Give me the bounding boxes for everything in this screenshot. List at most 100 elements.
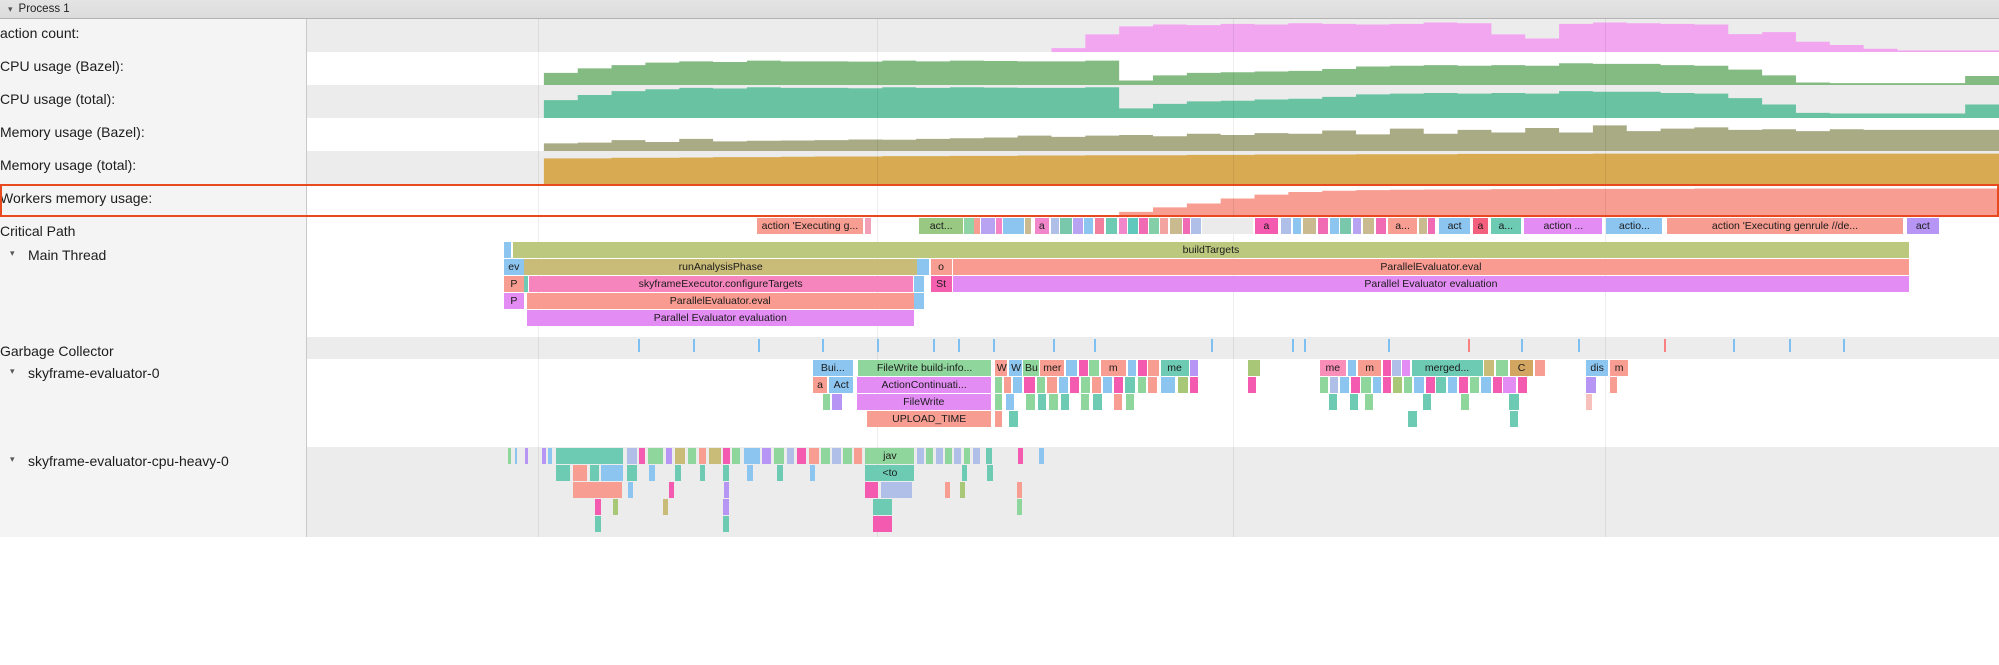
- flame-bar[interactable]: [1351, 377, 1360, 393]
- flame-bar[interactable]: [1012, 377, 1022, 393]
- flame-bar[interactable]: [743, 448, 760, 464]
- flame-bar[interactable]: [1050, 218, 1060, 234]
- flame-bar[interactable]: [1148, 360, 1159, 376]
- flame-bar[interactable]: [572, 465, 587, 481]
- flame-bar[interactable]: [1037, 394, 1047, 410]
- flame-bar[interactable]: [1065, 360, 1078, 376]
- flame-bar[interactable]: [995, 218, 1003, 234]
- flame-bar[interactable]: [1339, 377, 1350, 393]
- flame-bar[interactable]: [986, 448, 993, 464]
- gc-event-tick[interactable]: [1789, 339, 1792, 352]
- process-header[interactable]: ▾ Process 1: [0, 0, 1999, 19]
- flame-bar[interactable]: [1137, 360, 1148, 376]
- gc-event-tick[interactable]: [1467, 339, 1470, 352]
- flame-bar[interactable]: [542, 448, 546, 464]
- track-label-critical-path[interactable]: Critical Path: [0, 217, 307, 241]
- flame-bar[interactable]: [723, 465, 730, 481]
- flame-bar[interactable]: [1495, 360, 1509, 376]
- flame-bar[interactable]: [865, 482, 879, 498]
- track-label-cpu-usage-bazel[interactable]: CPU usage (Bazel):: [0, 52, 307, 85]
- flame-bar[interactable]: [1481, 377, 1492, 393]
- flame-bar[interactable]: [1329, 218, 1339, 234]
- flame-bar[interactable]: [647, 448, 664, 464]
- flame-bar[interactable]: [1127, 218, 1138, 234]
- flame-bar[interactable]: [960, 482, 966, 498]
- flame-bar[interactable]: UPLOAD_TIME: [867, 411, 992, 427]
- gc-event-tick[interactable]: [692, 339, 695, 352]
- flame-bar[interactable]: [1059, 218, 1073, 234]
- flame-bar[interactable]: [723, 499, 729, 515]
- flame-bar[interactable]: a: [1034, 218, 1049, 234]
- flame-bar[interactable]: [1586, 394, 1593, 410]
- flame-bar[interactable]: [723, 516, 729, 532]
- track-label-cpu-usage-total[interactable]: CPU usage (total):: [0, 85, 307, 118]
- flame-bar[interactable]: [1350, 394, 1359, 410]
- flame-bar[interactable]: skyframeExecutor.configureTargets: [528, 276, 913, 292]
- track-label-memory-usage-total[interactable]: Memory usage (total):: [0, 151, 307, 184]
- flame-bar[interactable]: a: [1254, 218, 1279, 234]
- flame-bar[interactable]: Bui...: [812, 360, 853, 376]
- flame-bar[interactable]: [987, 465, 993, 481]
- track-label-memory-usage-bazel[interactable]: Memory usage (Bazel):: [0, 118, 307, 151]
- flame-bar[interactable]: o: [930, 259, 952, 275]
- flame-bar[interactable]: act...: [919, 218, 964, 234]
- flame-bar[interactable]: [555, 465, 571, 481]
- flame-bar[interactable]: [601, 465, 624, 481]
- chevron-down-icon[interactable]: ▾: [10, 366, 15, 376]
- flame-bar[interactable]: [1059, 377, 1069, 393]
- flame-bar[interactable]: [1372, 377, 1382, 393]
- flame-bar[interactable]: [1073, 218, 1084, 234]
- flame-bar[interactable]: St: [930, 276, 952, 292]
- flame-bar[interactable]: [1248, 377, 1256, 393]
- flame-bar[interactable]: [1148, 377, 1158, 393]
- flame-bar[interactable]: action ...: [1524, 218, 1603, 234]
- flame-bar[interactable]: [961, 465, 968, 481]
- flame-bar[interactable]: [1423, 394, 1431, 410]
- flame-bar[interactable]: [1089, 360, 1100, 376]
- flame-bar[interactable]: [1024, 377, 1035, 393]
- flame-bar[interactable]: [786, 448, 795, 464]
- track-canvas-skyframe-evaluator-0[interactable]: Bui... FileWrite build-info... W W Bu mer m me m…: [307, 359, 1999, 447]
- flame-bar[interactable]: jav: [865, 448, 915, 464]
- flame-bar[interactable]: [1016, 482, 1023, 498]
- flame-bar[interactable]: [1302, 218, 1316, 234]
- flame-bar[interactable]: [1392, 377, 1402, 393]
- flame-bar[interactable]: [514, 448, 518, 464]
- gc-event-tick[interactable]: [1053, 339, 1056, 352]
- flame-bar[interactable]: [698, 448, 707, 464]
- flame-bar[interactable]: [1413, 377, 1425, 393]
- gc-event-tick[interactable]: [1093, 339, 1096, 352]
- flame-bar[interactable]: [944, 482, 951, 498]
- flame-bar[interactable]: [1127, 360, 1137, 376]
- flame-bar[interactable]: [1586, 377, 1597, 393]
- flame-bar[interactable]: [555, 448, 624, 464]
- flame-bar[interactable]: [648, 465, 655, 481]
- flame-bar[interactable]: [1060, 394, 1070, 410]
- flame-bar[interactable]: [926, 448, 934, 464]
- flame-bar[interactable]: [1493, 377, 1502, 393]
- flame-bar[interactable]: a: [812, 377, 828, 393]
- flame-bar[interactable]: [808, 448, 819, 464]
- flame-bar[interactable]: [1092, 394, 1103, 410]
- flame-bar[interactable]: [1365, 394, 1373, 410]
- flame-bar[interactable]: [1103, 377, 1113, 393]
- flame-bar[interactable]: [1038, 448, 1045, 464]
- flame-bar[interactable]: [1183, 218, 1190, 234]
- flame-bar[interactable]: [1503, 377, 1516, 393]
- flame-bar[interactable]: [1247, 360, 1261, 376]
- flame-bar[interactable]: [1190, 360, 1199, 376]
- flame-bar[interactable]: [1094, 218, 1105, 234]
- flame-bar[interactable]: [1376, 218, 1386, 234]
- flame-bar[interactable]: me: [1319, 360, 1346, 376]
- flame-bar[interactable]: [1080, 377, 1090, 393]
- track-canvas-workers-memory[interactable]: [307, 184, 1999, 217]
- flame-bar[interactable]: [963, 448, 971, 464]
- gc-event-tick[interactable]: [1521, 339, 1523, 352]
- track-canvas-memory-usage-total[interactable]: [307, 151, 1999, 184]
- flame-bar[interactable]: [724, 482, 730, 498]
- track-canvas-garbage-collector[interactable]: [307, 337, 1999, 359]
- flame-bar[interactable]: [972, 448, 980, 464]
- flame-bar[interactable]: [1382, 377, 1391, 393]
- flame-bar[interactable]: [1509, 394, 1520, 410]
- flame-bar[interactable]: <to: [865, 465, 915, 481]
